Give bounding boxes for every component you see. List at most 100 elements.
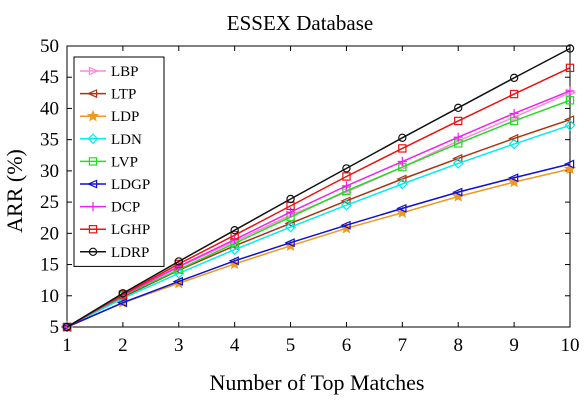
data-point-lvp [565,96,575,105]
data-point-ldgp [116,298,128,308]
data-point-ltp [396,174,407,184]
data-point-ldrp [174,257,183,266]
series-line-ltp [66,118,571,328]
data-point-ldrp [286,194,295,204]
data-point-ltp [284,218,295,228]
y-tick-label: 50 [40,36,59,57]
legend-marker-ldrp [88,247,98,256]
legend-label-ldn: LDN [111,132,142,148]
data-point-dcp [397,156,407,167]
x-tick-label: 5 [286,335,296,356]
data-point-ltp [452,153,463,163]
data-point-lghp [342,172,351,181]
data-point-lghp [230,231,239,240]
legend-item-dcp: DCP [80,200,140,216]
data-point-ldn [396,178,408,190]
data-point-dcp [453,132,463,142]
plot-frame [66,45,571,328]
data-point-ldrp [509,73,519,83]
legend-label-ldp: LDP [111,109,139,125]
chart-title: ESSEX Database [227,11,373,35]
legend-marker-lvp [88,157,98,166]
x-tick-label: 9 [509,335,519,356]
data-point-ldn [229,244,241,256]
legend-marker-ldp [86,109,100,122]
series-line-dcp [66,90,571,328]
data-point-dcp [230,234,240,245]
legend-item-lvp: LVP [80,154,138,170]
data-point-ldn [340,199,352,211]
y-tick-label: 35 [40,130,59,151]
legend-label-lvp: LVP [111,154,138,170]
data-point-ldrp [230,226,239,235]
y-tick-label: 45 [40,67,59,88]
data-point-ldgp [284,238,295,248]
y-tick-label: 5 [50,317,60,338]
series-lines [60,44,577,333]
y-axis-title: ARR (%) [2,149,27,233]
legend-item-ldn: LDN [80,132,142,148]
legend-label-ltp: LTP [111,87,136,103]
x-tick-label: 8 [453,335,463,356]
data-point-ldrp [454,103,463,113]
legend-label-lbp: LBP [111,64,139,80]
x-tick-label: 4 [230,335,240,356]
legend-item-ldrp: LDRP [80,245,149,261]
data-point-ldrp [342,164,351,173]
x-tick-label: 2 [118,335,128,356]
legend-marker-ldgp [86,179,98,189]
legend-marker-lbp [88,66,100,76]
x-axis-title: Number of Top Matches [210,370,425,395]
y-tick-label: 30 [40,161,59,182]
data-point-ldgp [508,173,519,183]
legend-item-ldgp: LDGP [80,177,150,193]
series-line-ldn [66,124,571,328]
y-tick-label: 10 [40,286,59,307]
data-point-ldrp [565,44,575,53]
data-point-ldgp [452,187,463,197]
data-point-ldn [285,221,297,233]
legend-marker-dcp [88,202,98,212]
data-point-dcp [509,108,519,119]
data-point-ldn [452,157,464,169]
data-point-ldgp [228,256,239,266]
x-tick-label: 6 [342,335,352,356]
data-point-ldgp [563,159,575,169]
legend-label-dcp: DCP [111,200,140,216]
data-point-ldgp [172,276,183,286]
data-point-lghp [454,116,463,126]
data-point-ldrp [398,133,407,142]
data-point-lghp [398,144,407,153]
data-point-dcp [565,86,575,96]
series-line-ldrp [66,47,571,328]
legend-item-lghp: LGHP [80,222,150,238]
x-tick-label: 7 [398,335,408,356]
series-line-lvp [66,99,571,328]
data-point-ltp [340,196,351,206]
series-line-ldp [66,168,571,328]
x-tick-label: 3 [174,335,184,356]
x-tick-label: 10 [561,335,580,356]
legend: LBP LTP LDP LDN LVP LDGP DCP LGHP LDRP [73,56,165,267]
data-point-ldgp [396,203,407,213]
legend-label-ldrp: LDRP [111,245,149,261]
data-point-ldrp [62,322,72,332]
x-tick-label: 1 [62,335,72,356]
y-tick-label: 40 [40,98,59,119]
data-point-lghp [565,63,575,73]
y-tick-label: 20 [40,223,59,244]
data-point-ldn [508,138,520,150]
legend-marker-ltp [86,89,98,99]
data-point-dcp [341,181,352,191]
legend-item-ltp: LTP [80,87,136,103]
y-tick-label: 25 [40,192,59,213]
legend-label-ldgp: LDGP [111,177,150,193]
legend-marker-ldn [87,133,99,145]
series-line-ldgp [66,163,571,328]
data-point-ldn [564,119,576,131]
legend-item-lbp: LBP [80,64,139,80]
y-tick-label: 15 [40,255,59,276]
